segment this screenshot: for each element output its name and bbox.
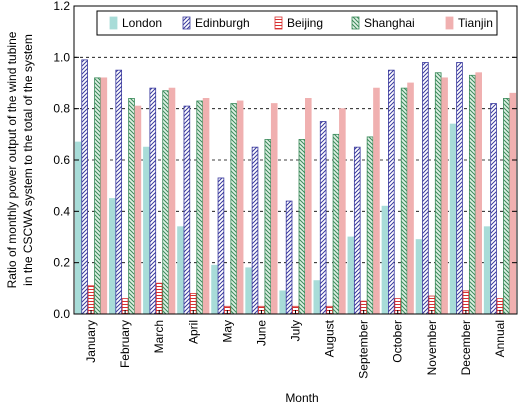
bar-shanghai-december (468, 74, 476, 315)
bar-shanghai-may (230, 103, 238, 315)
bar-edinburgh-july (285, 200, 293, 315)
bar-tianjin-august (339, 108, 346, 315)
bar-edinburgh-november (422, 62, 429, 315)
x-tick-label: January (84, 320, 98, 363)
y-tick-label: 0.2 (53, 256, 70, 270)
legend-box (96, 10, 498, 36)
y-tick-label: 0.6 (53, 153, 70, 167)
x-axis-title: Month (285, 391, 318, 405)
bar-edinburgh-annual (490, 103, 497, 315)
bar-edinburgh-december (456, 62, 463, 315)
bar-edinburgh-may (217, 177, 225, 315)
bar-shanghai-july (298, 139, 306, 315)
x-tick-label: December (459, 320, 473, 375)
bar-shanghai-october (400, 87, 408, 315)
y-axis-title-line: Ratio of monthly power output of the win… (5, 31, 19, 288)
bar-tianjin-november (441, 77, 448, 315)
y-axis-title-line: in the CSCWA system to the total of the … (21, 34, 35, 286)
bar-shanghai-january (94, 77, 101, 315)
bar-edinburgh-april (183, 105, 191, 315)
y-axis-title: Ratio of monthly power output of the win… (5, 31, 35, 288)
bar-shanghai-november (434, 72, 442, 315)
bar-london-annual (483, 226, 491, 315)
legend-label-edinburgh: Edinburgh (195, 16, 250, 30)
bar-london-december (449, 123, 457, 315)
bar-shanghai-february (128, 98, 135, 315)
bar-edinburgh-june (251, 146, 259, 315)
y-tick-label: 0.4 (53, 204, 70, 218)
x-tick-label: November (425, 320, 439, 375)
axes: 0.0 0.2 0.4 0.6 0.8 1.0 1.2 January February Marc… (53, 0, 518, 379)
bar-edinburgh-september (353, 146, 361, 315)
x-tick-label: August (323, 319, 337, 357)
bar-shanghai-september (366, 136, 374, 315)
legend-label-tianjin: Tianjin (458, 16, 493, 30)
legend-label-beijing: Beijing (287, 16, 323, 30)
legend: London Edinburgh Beijing Shanghai Tianjin (96, 10, 498, 36)
legend-swatch-shanghai (351, 16, 360, 30)
bar-edinburgh-october (388, 69, 395, 315)
x-tick-label: July (289, 320, 303, 341)
bar-shanghai-august (332, 133, 340, 315)
bar-edinburgh-march (149, 87, 157, 315)
x-tick-label: September (357, 320, 371, 379)
bar-tianjin-september (373, 87, 380, 315)
x-tick-label: May (220, 320, 234, 343)
bar-edinburgh-february (115, 69, 123, 315)
x-tick-label: February (118, 320, 132, 368)
bar-edinburgh-august (319, 121, 327, 315)
bar-shanghai-march (162, 90, 169, 315)
y-tick-label: 1.0 (53, 50, 70, 64)
bar-tianjin-june (270, 103, 278, 315)
bar-tianjin-july (304, 98, 312, 315)
y-tick-label: 1.2 (53, 0, 70, 13)
legend-swatch-tianjin (445, 16, 454, 30)
x-tick-label: Annual (493, 320, 507, 357)
bar-tianjin-october (407, 82, 414, 315)
bar-tianjin-february (134, 105, 142, 315)
bar-london-november (415, 239, 423, 315)
bar-shanghai-june (264, 139, 272, 315)
bar-beijing-january (87, 285, 95, 315)
bar-edinburgh-january (81, 59, 88, 315)
bar-london-july (279, 290, 286, 315)
bar-london-september (347, 236, 355, 315)
bar-london-april (177, 226, 184, 315)
x-tick-label: October (391, 320, 405, 363)
bar-tianjin-january (100, 77, 108, 315)
bar-tianjin-december (475, 72, 482, 315)
bars (74, 59, 517, 315)
bar-london-march (143, 146, 150, 315)
bar-tianjin-may (236, 100, 244, 315)
y-tick-label: 0.0 (53, 307, 70, 321)
bar-london-january (74, 141, 82, 315)
x-tick-label: March (152, 320, 166, 353)
bar-tianjin-march (168, 87, 176, 315)
legend-swatch-edinburgh (182, 16, 191, 30)
legend-swatch-beijing (274, 16, 283, 30)
bar-tianjin-april (202, 98, 210, 315)
bar-london-may (211, 264, 218, 315)
bar-london-october (381, 205, 389, 315)
y-tick-label: 0.8 (53, 102, 70, 116)
bar-shanghai-april (196, 100, 203, 315)
legend-swatch-london (109, 16, 118, 30)
legend-label-shanghai: Shanghai (364, 16, 415, 30)
x-tick-label: April (186, 320, 200, 344)
bar-beijing-march (155, 282, 163, 315)
bar-london-august (313, 280, 321, 315)
bar-london-june (245, 267, 252, 315)
legend-label-london: London (122, 16, 162, 30)
bar-tianjin-annual (509, 92, 517, 315)
bar-london-february (109, 198, 116, 315)
x-tick-label: June (254, 320, 268, 346)
bar-shanghai-annual (503, 98, 510, 315)
